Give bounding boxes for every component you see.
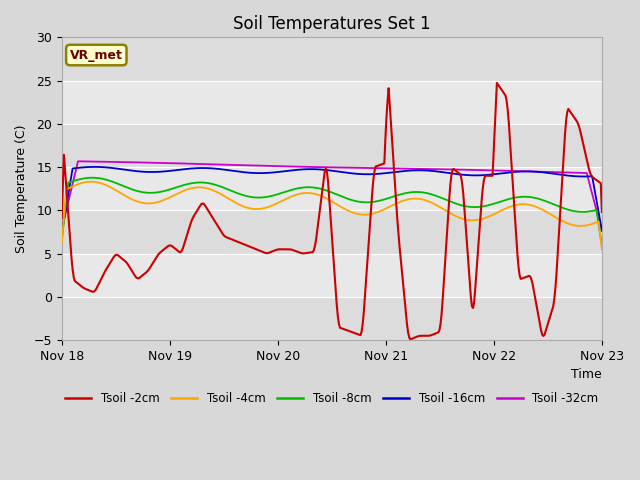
Y-axis label: Soil Temperature (C): Soil Temperature (C)	[15, 124, 28, 253]
Title: Soil Temperatures Set 1: Soil Temperatures Set 1	[233, 15, 431, 33]
Bar	[62, 37, 602, 81]
Bar	[62, 210, 602, 253]
Text: VR_met: VR_met	[70, 48, 123, 61]
Legend: Tsoil -2cm, Tsoil -4cm, Tsoil -8cm, Tsoil -16cm, Tsoil -32cm: Tsoil -2cm, Tsoil -4cm, Tsoil -8cm, Tsoi…	[61, 387, 603, 410]
Bar	[62, 253, 602, 297]
Bar	[62, 124, 602, 167]
Bar	[62, 297, 602, 340]
X-axis label: Time: Time	[571, 368, 602, 382]
Bar	[62, 167, 602, 210]
Bar	[62, 81, 602, 124]
